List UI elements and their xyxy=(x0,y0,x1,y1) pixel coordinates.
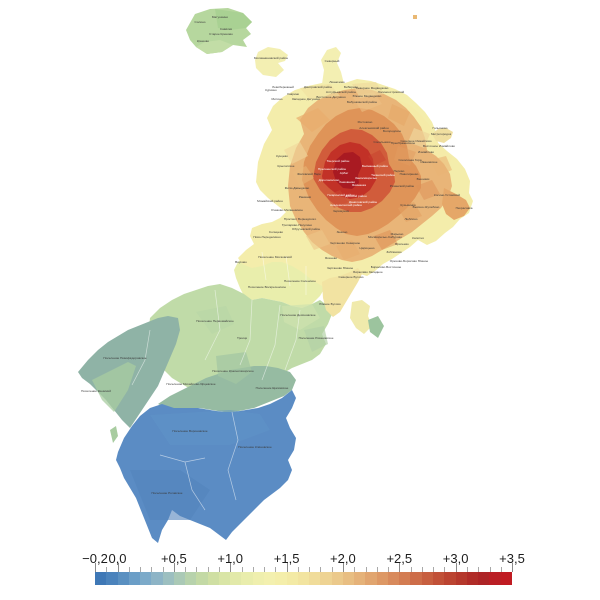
region-ryazanovskoye-shade xyxy=(304,326,328,352)
region-east-orange xyxy=(442,188,470,220)
region-severny-arm xyxy=(321,47,344,84)
region-ne-island xyxy=(432,128,453,143)
region-molzhaninovsky xyxy=(255,47,288,77)
region-desyonovskoye-shade xyxy=(282,304,320,330)
settlement-borders xyxy=(131,251,307,511)
region-voronovskoye-shade xyxy=(150,410,270,445)
region-shcherbinka xyxy=(350,300,372,334)
region-krasnopakhorskoye-shade xyxy=(216,352,252,384)
region-shcherbinka-green xyxy=(368,316,384,338)
region-butovo xyxy=(322,268,362,317)
region-zelenograd-south xyxy=(196,40,233,54)
region-city-red-core xyxy=(333,152,362,189)
map-label: Орехово-Борисово Южное xyxy=(390,259,429,263)
city-district-mosaic xyxy=(284,82,452,260)
region-tiny-dot xyxy=(413,15,417,19)
map-label: Куркино xyxy=(265,88,277,92)
region-new-moscow-band xyxy=(158,366,296,412)
region-green-sliver xyxy=(110,426,118,443)
map-label: Левобережный xyxy=(272,85,294,89)
region-zelenograd-east xyxy=(215,9,252,30)
region-pervomayskoye-shade xyxy=(196,306,234,334)
region-kievsky-light xyxy=(92,362,136,412)
